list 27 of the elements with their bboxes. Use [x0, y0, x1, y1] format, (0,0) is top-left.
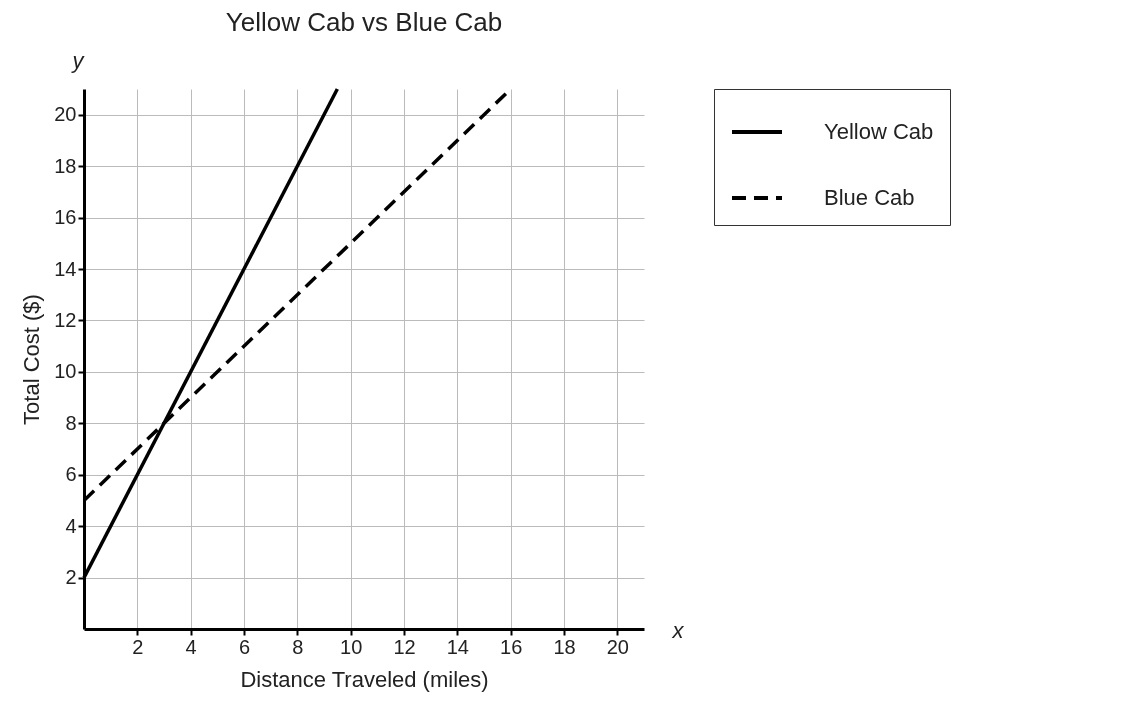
y-tick-label: 20 [54, 103, 77, 126]
text: y [70, 48, 86, 73]
y-tick-label: 16 [54, 206, 77, 229]
y-tick-label: 12 [54, 308, 77, 331]
x-tick-label: 10 [340, 635, 363, 658]
x-tick-label: 2 [132, 635, 144, 658]
x-tick-label: 18 [553, 635, 576, 658]
y-tick-label: 18 [54, 154, 77, 177]
chart-title: Yellow Cab vs Blue Cab [225, 7, 503, 37]
x-axis-title: Distance Traveled (miles) [240, 666, 489, 692]
y-tick-label: 10 [54, 360, 77, 383]
x-tick-label: 4 [185, 635, 197, 658]
y-tick-label: 14 [54, 257, 77, 280]
y-tick-label: 6 [65, 463, 77, 486]
text: x [671, 618, 685, 643]
y-tick-label: 4 [65, 514, 77, 537]
x-tick-label: 16 [500, 635, 523, 658]
y-tick-label: 8 [65, 411, 77, 434]
x-tick-label: 8 [292, 635, 304, 658]
y-axis-title: Total Cost ($) [19, 294, 45, 425]
y-tick-label: 2 [65, 566, 77, 589]
x-tick-label: 12 [393, 635, 416, 658]
legend-label: Yellow Cab [824, 119, 934, 144]
x-tick-label: 6 [238, 635, 251, 658]
legend-label: Blue Cab [824, 185, 915, 210]
x-tick-label: 14 [446, 635, 469, 658]
x-tick-label: 20 [606, 635, 629, 658]
